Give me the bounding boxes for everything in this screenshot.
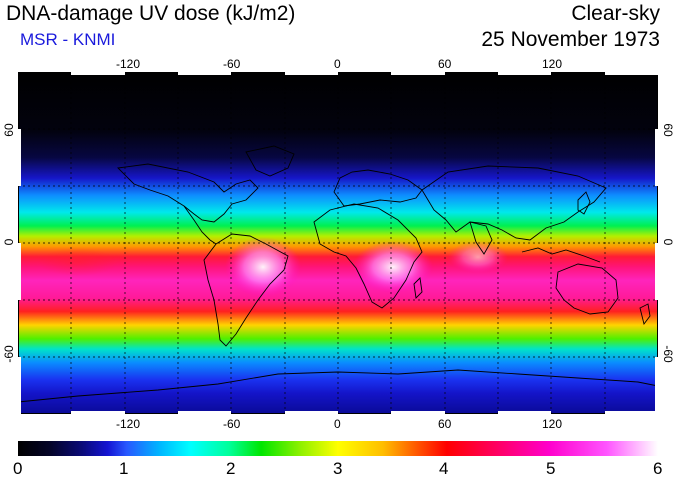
lat-label-right: 60 [661,123,675,137]
lat-label-left: 0 [2,238,16,246]
lon-label-bottom: 120 [542,417,563,431]
lon-label-top: -60 [223,57,241,71]
coast-north-america [117,163,259,223]
lat-label-right: -60 [661,345,675,363]
lon-label-bottom: -60 [223,417,241,431]
hotspot-southern-africa [353,241,433,293]
coast-antarctica [18,369,658,403]
lon-label-top: 0 [334,57,341,71]
graticule [18,72,658,414]
coast-japan [577,191,591,215]
coast-south-america [203,233,289,347]
colorbar-label: 5 [546,459,556,478]
coast-africa [313,203,423,309]
lon-label-bottom: -120 [116,417,141,431]
coast-madagascar [413,277,423,299]
map-title: DNA-damage UV dose (kJ/m2) [6,2,296,25]
coast-asia [421,165,607,241]
hotspot-indian-ocean [448,241,508,273]
uv-dose-world-map [18,72,658,414]
lon-label-top: 60 [438,57,452,71]
lat-label-right: 0 [661,238,675,246]
map-frame [18,72,658,414]
red-band-pacific [38,248,118,276]
colorbar-label: 4 [439,459,449,478]
colorbar-label: 0 [13,459,23,478]
color-scale-bar [18,441,658,456]
coast-central-america [183,205,217,245]
map-subtitle: MSR - KNMI [20,30,116,49]
lon-label-top: -120 [116,57,141,71]
lat-label-left: 60 [2,123,16,137]
sky-mode-label: Clear-sky [571,2,660,25]
coast-new-zealand [639,303,651,326]
coastlines [18,145,658,403]
lon-label-bottom: 0 [334,417,341,431]
coast-indonesia [521,247,601,263]
colorbar-label: 2 [226,459,236,478]
date-label: 25 November 1973 [481,28,660,51]
coast-australia [555,263,619,315]
colorbar-label: 6 [653,459,663,478]
lon-label-top: 120 [542,57,563,71]
lon-label-bottom: 60 [438,417,452,431]
coast-india [469,221,493,255]
coast-greenland [245,145,295,177]
colorbar-label: 3 [333,459,343,478]
colorbar-label: 1 [119,459,129,478]
hotspot-south-america [225,237,301,297]
lat-label-left: -60 [2,345,16,363]
